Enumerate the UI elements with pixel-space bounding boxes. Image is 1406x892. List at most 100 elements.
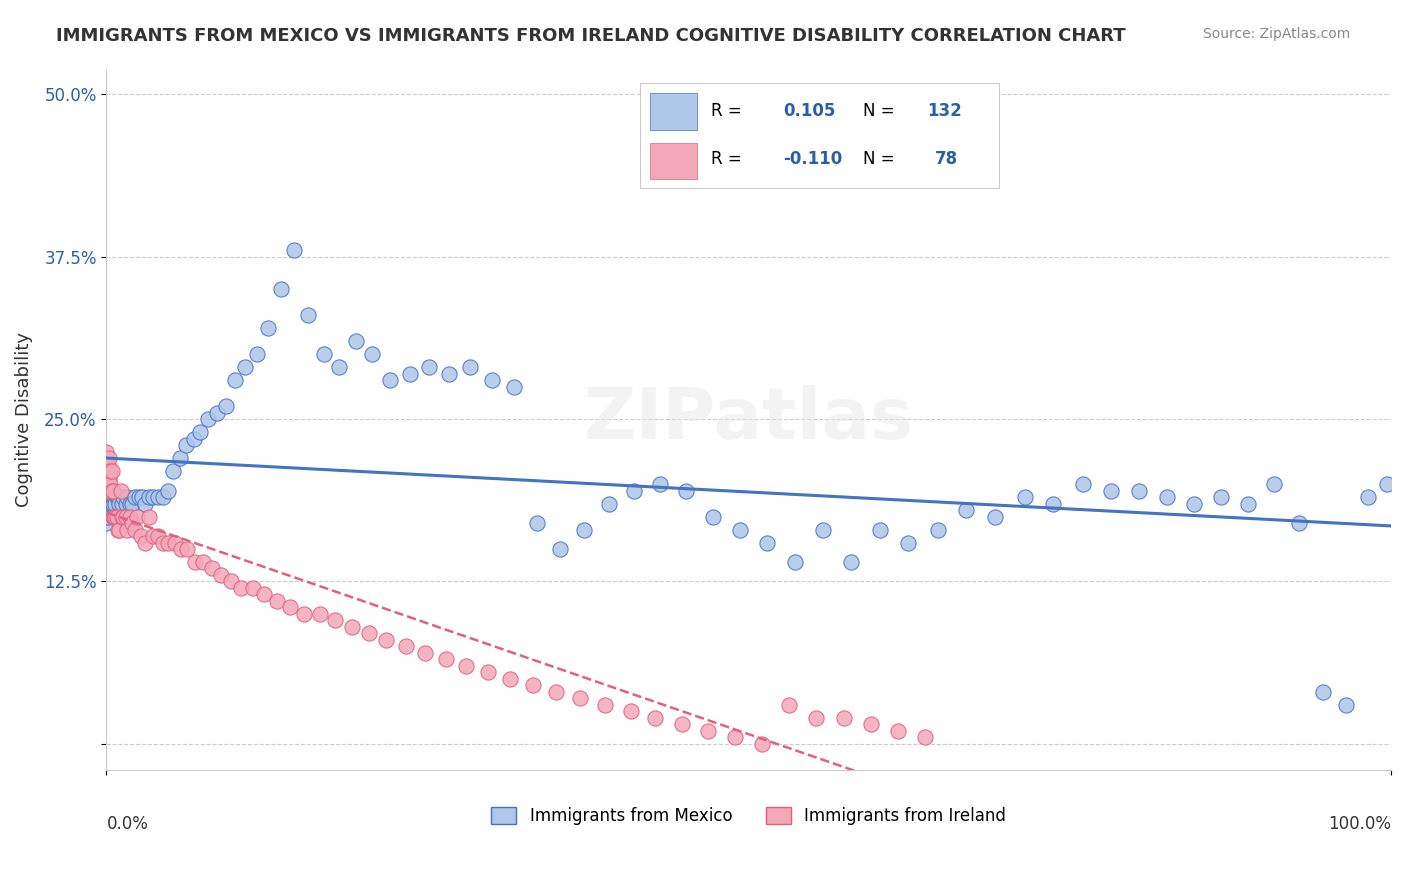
Point: [502, 379, 524, 393]
Point: [344, 334, 367, 349]
Point: [458, 360, 481, 375]
Point: [111, 497, 134, 511]
Point: [548, 541, 571, 556]
Point: [96, 444, 118, 458]
Point: [1288, 516, 1310, 530]
Point: [357, 626, 380, 640]
Point: [312, 347, 335, 361]
Point: [97, 490, 120, 504]
Point: [129, 529, 152, 543]
Point: [115, 523, 138, 537]
Point: [1263, 477, 1285, 491]
Point: [328, 360, 350, 375]
Point: [191, 555, 214, 569]
Point: [1376, 477, 1399, 491]
Text: 100.0%: 100.0%: [1329, 815, 1391, 833]
Point: [574, 523, 596, 537]
Point: [522, 678, 544, 692]
Point: [619, 704, 641, 718]
Point: [205, 406, 228, 420]
Point: [1128, 483, 1150, 498]
Point: [481, 373, 503, 387]
Point: [101, 497, 124, 511]
Point: [98, 464, 121, 478]
Point: [131, 490, 153, 504]
Point: [1184, 497, 1206, 511]
Point: [233, 360, 256, 375]
Point: [98, 451, 121, 466]
Point: [292, 607, 315, 621]
Point: [1334, 698, 1357, 712]
Point: [176, 541, 198, 556]
Point: [98, 483, 121, 498]
Point: [755, 535, 778, 549]
Point: [138, 490, 160, 504]
Point: [163, 535, 186, 549]
Point: [96, 483, 118, 498]
Point: [183, 432, 205, 446]
Point: [100, 490, 122, 504]
Point: [266, 594, 288, 608]
Point: [398, 367, 420, 381]
Point: [98, 477, 121, 491]
Point: [100, 483, 122, 498]
Text: 0.0%: 0.0%: [107, 815, 149, 833]
Point: [121, 516, 143, 530]
Point: [124, 523, 146, 537]
Point: [1357, 490, 1379, 504]
Point: [97, 483, 120, 498]
Point: [1237, 497, 1260, 511]
Point: [927, 523, 949, 537]
Point: [100, 464, 122, 478]
Point: [1312, 685, 1334, 699]
Point: [98, 490, 121, 504]
Point: [1211, 490, 1233, 504]
Point: [96, 458, 118, 472]
Point: [644, 711, 666, 725]
Point: [146, 529, 169, 543]
Text: IMMIGRANTS FROM MEXICO VS IMMIGRANTS FROM IRELAND COGNITIVE DISABILITY CORRELATI: IMMIGRANTS FROM MEXICO VS IMMIGRANTS FRO…: [56, 27, 1126, 45]
Point: [984, 509, 1007, 524]
Point: [188, 425, 211, 439]
Point: [98, 483, 121, 498]
Point: [170, 541, 193, 556]
Point: [671, 717, 693, 731]
Point: [104, 497, 127, 511]
Point: [869, 523, 891, 537]
Point: [728, 523, 751, 537]
Point: [105, 509, 128, 524]
Point: [257, 321, 280, 335]
Point: [702, 509, 724, 524]
Point: [841, 555, 863, 569]
Point: [246, 347, 269, 361]
Legend: Immigrants from Mexico, Immigrants from Ireland: Immigrants from Mexico, Immigrants from …: [485, 800, 1012, 831]
Point: [97, 503, 120, 517]
Point: [832, 711, 855, 725]
Point: [118, 509, 141, 524]
Point: [97, 477, 120, 491]
Point: [97, 458, 120, 472]
Point: [107, 490, 129, 504]
Point: [97, 497, 120, 511]
Point: [96, 464, 118, 478]
Point: [115, 490, 138, 504]
Point: [270, 282, 292, 296]
Point: [108, 523, 131, 537]
Point: [209, 568, 232, 582]
Point: [98, 483, 121, 498]
Point: [107, 523, 129, 537]
Point: [361, 347, 384, 361]
Point: [278, 600, 301, 615]
Point: [253, 587, 276, 601]
Point: [544, 685, 567, 699]
Point: [1042, 497, 1064, 511]
Point: [375, 632, 398, 647]
Point: [142, 490, 165, 504]
Point: [112, 490, 135, 504]
Point: [283, 244, 305, 258]
Point: [783, 555, 806, 569]
Point: [174, 438, 197, 452]
Point: [215, 399, 238, 413]
Point: [124, 490, 146, 504]
Point: [224, 373, 246, 387]
